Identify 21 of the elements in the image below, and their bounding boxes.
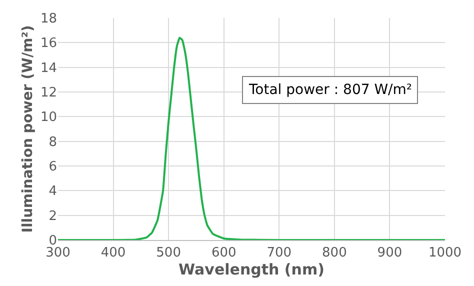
x-tick-label: 700 (266, 246, 292, 261)
x-tick-label: 400 (100, 246, 126, 261)
y-tick-label: 12 (40, 86, 57, 101)
annotation: Total power : 807 W/m² (248, 82, 412, 98)
y-tick-label: 18 (40, 12, 57, 27)
y-tick-label: 10 (40, 110, 57, 126)
line-series (58, 36, 445, 240)
x-tick-label: 300 (46, 246, 70, 261)
y-tick-label: 14 (40, 60, 57, 76)
y-tick-label: 6 (48, 160, 57, 175)
y-tick-label: 2 (48, 208, 57, 224)
x-tick-label: 600 (211, 246, 236, 261)
y-tick-label: 8 (48, 134, 57, 150)
x-tick-label: 800 (322, 246, 347, 261)
x-tick-label: 500 (156, 246, 181, 261)
x-axis-title: Wavelength (nm) (178, 260, 324, 279)
y-tick-label: 16 (40, 36, 57, 52)
y-axis-title: Illumination power (W/m²) (20, 25, 36, 233)
x-tick-label: 1000 (428, 246, 462, 261)
x-tick-label: 900 (377, 246, 402, 261)
y-tick-label: 4 (48, 184, 57, 200)
